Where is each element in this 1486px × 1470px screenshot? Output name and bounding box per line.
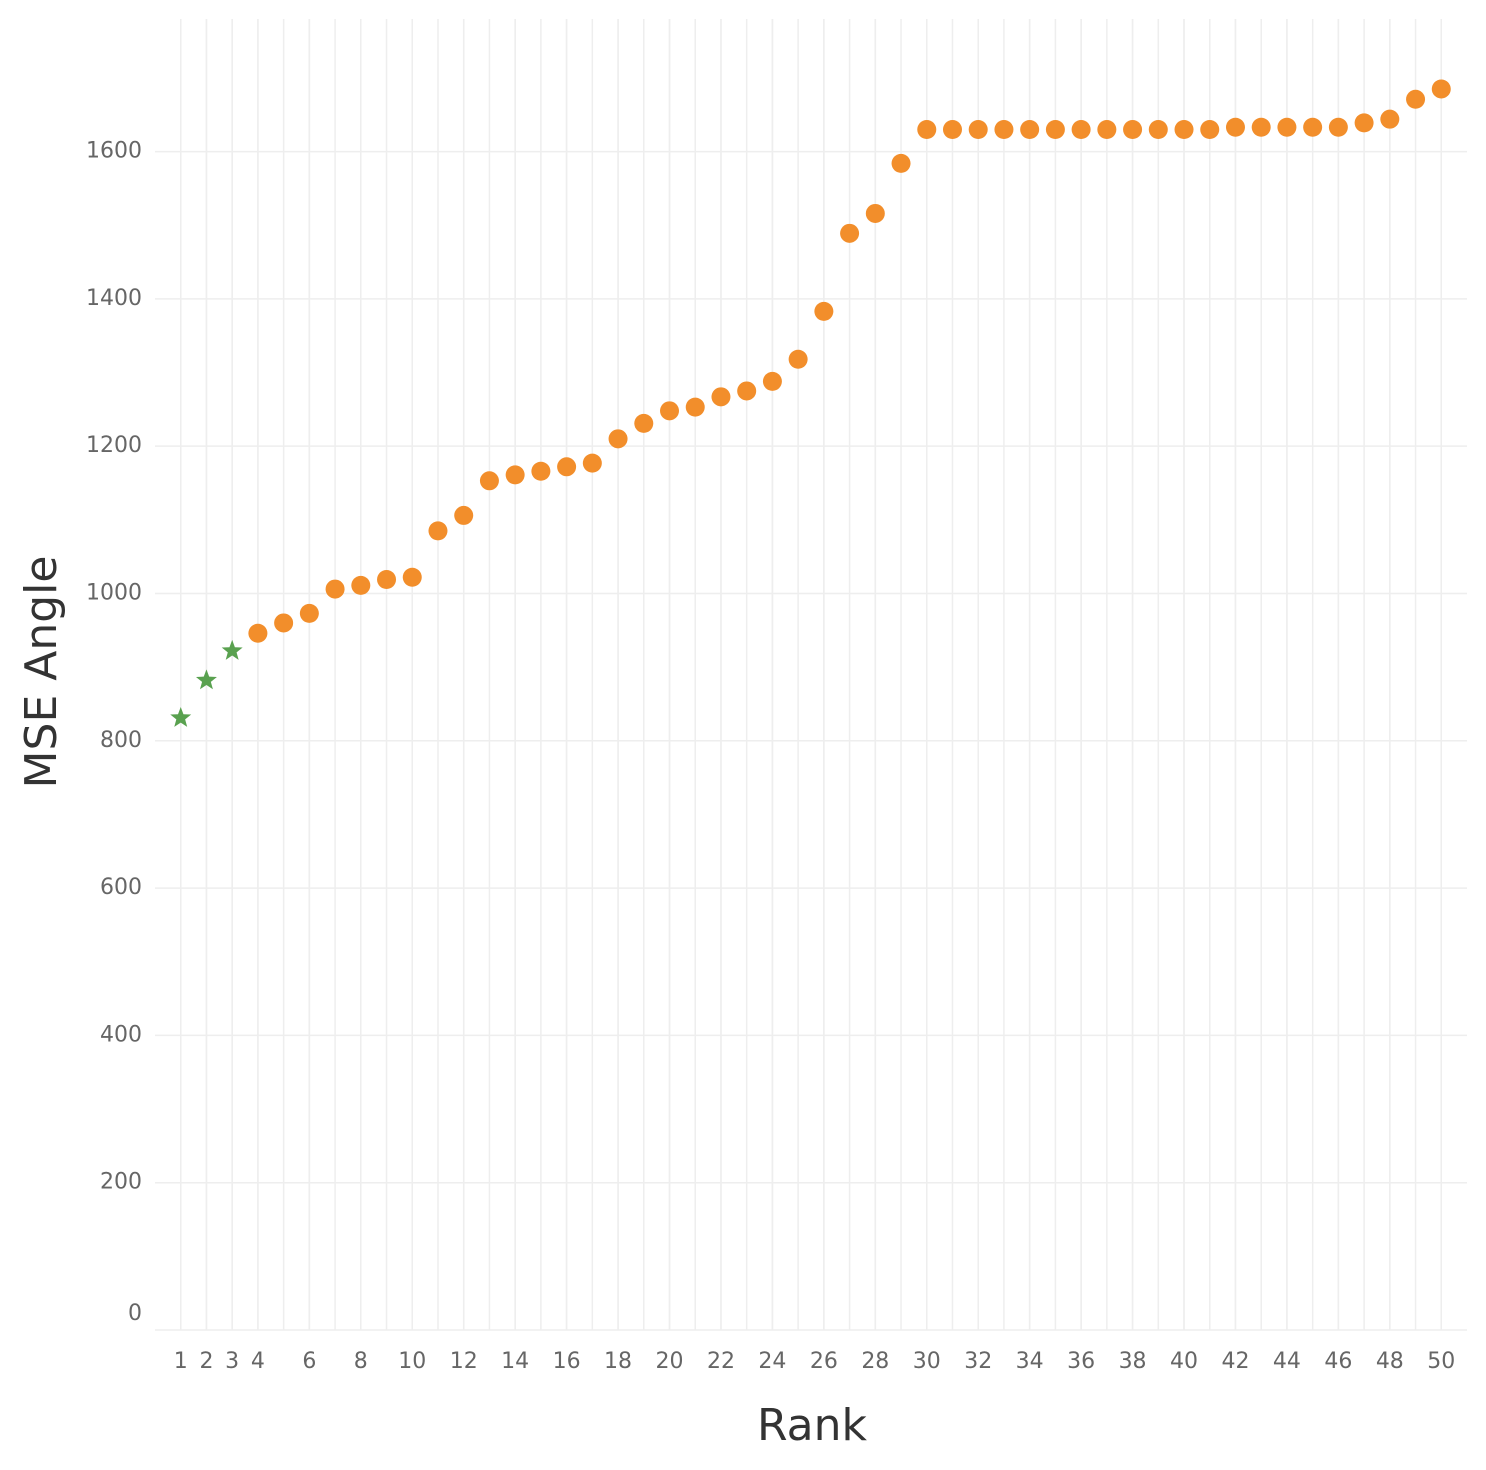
- x-tick-label: 40: [1170, 1349, 1198, 1374]
- point: [762, 371, 782, 391]
- point: [788, 349, 808, 369]
- point: [711, 387, 731, 407]
- point: [454, 505, 474, 525]
- x-tick-label: 22: [707, 1349, 735, 1374]
- x-tick-label: 48: [1376, 1349, 1404, 1374]
- x-tick-label: 20: [656, 1349, 684, 1374]
- point: [1431, 79, 1451, 99]
- point: [1380, 109, 1400, 129]
- point: [1354, 113, 1374, 133]
- point: [1328, 117, 1348, 137]
- x-tick-label: 32: [964, 1349, 992, 1374]
- point: [1251, 117, 1271, 137]
- point: [1045, 119, 1065, 139]
- point: [1123, 119, 1143, 139]
- point: [1148, 119, 1168, 139]
- point: [1200, 119, 1220, 139]
- y-axis-label: MSE Angle: [16, 556, 67, 789]
- point: [221, 639, 243, 660]
- point: [248, 623, 268, 643]
- point: [325, 579, 345, 599]
- point: [479, 471, 499, 491]
- x-tick-label: 50: [1427, 1349, 1455, 1374]
- point: [814, 301, 834, 321]
- point: [994, 119, 1014, 139]
- point: [531, 461, 551, 481]
- x-tick-label: 8: [354, 1349, 368, 1374]
- point: [377, 569, 397, 589]
- point: [634, 413, 654, 433]
- x-tick-label: 18: [604, 1349, 632, 1374]
- x-tick-label: 16: [553, 1349, 581, 1374]
- point: [968, 119, 988, 139]
- point: [428, 521, 448, 541]
- point: [1406, 89, 1426, 109]
- x-tick-label: 2: [199, 1349, 213, 1374]
- point: [274, 613, 294, 633]
- point: [505, 465, 525, 485]
- x-tick-label: 46: [1324, 1349, 1352, 1374]
- x-tick-label: 34: [1016, 1349, 1044, 1374]
- x-tick-label: 36: [1067, 1349, 1095, 1374]
- y-tick-label: 800: [100, 728, 142, 753]
- point: [299, 603, 319, 623]
- x-tick-label: 4: [251, 1349, 265, 1374]
- x-tick-label: 14: [501, 1349, 529, 1374]
- point: [1020, 119, 1040, 139]
- x-tick-label: 28: [861, 1349, 889, 1374]
- point: [402, 567, 422, 587]
- x-tick-label: 30: [913, 1349, 941, 1374]
- y-tick-label: 0: [128, 1301, 142, 1326]
- y-tick-label: 1000: [86, 580, 142, 605]
- point: [865, 203, 885, 223]
- point: [685, 397, 705, 417]
- x-tick-label: 38: [1119, 1349, 1147, 1374]
- point: [170, 706, 192, 727]
- point: [660, 401, 680, 421]
- point: [195, 669, 217, 690]
- x-tick-label: 26: [810, 1349, 838, 1374]
- point: [582, 453, 602, 473]
- x-tick-label: 44: [1273, 1349, 1301, 1374]
- point: [1277, 117, 1297, 137]
- point: [1097, 119, 1117, 139]
- x-axis-label: Rank: [757, 1400, 867, 1451]
- point: [1303, 117, 1323, 137]
- point: [1174, 119, 1194, 139]
- x-tick-label: 1: [174, 1349, 188, 1374]
- x-tick-label: 12: [450, 1349, 478, 1374]
- y-tick-label: 1600: [86, 139, 142, 164]
- point: [1225, 117, 1245, 137]
- y-tick-label: 400: [100, 1022, 142, 1047]
- point: [840, 223, 860, 243]
- y-tick-label: 1200: [86, 433, 142, 458]
- point: [942, 119, 962, 139]
- x-tick-label: 10: [398, 1349, 426, 1374]
- y-tick-label: 600: [100, 875, 142, 900]
- point: [891, 153, 911, 173]
- y-tick-label: 200: [100, 1170, 142, 1195]
- point: [737, 381, 757, 401]
- x-tick-label: 42: [1221, 1349, 1249, 1374]
- x-tick-label: 24: [758, 1349, 786, 1374]
- y-tick-label: 1400: [86, 286, 142, 311]
- point: [557, 457, 577, 477]
- point: [1071, 119, 1091, 139]
- x-tick-label: 6: [302, 1349, 316, 1374]
- point: [608, 429, 628, 449]
- point: [351, 575, 371, 595]
- point: [917, 119, 937, 139]
- x-tick-label: 3: [225, 1349, 239, 1374]
